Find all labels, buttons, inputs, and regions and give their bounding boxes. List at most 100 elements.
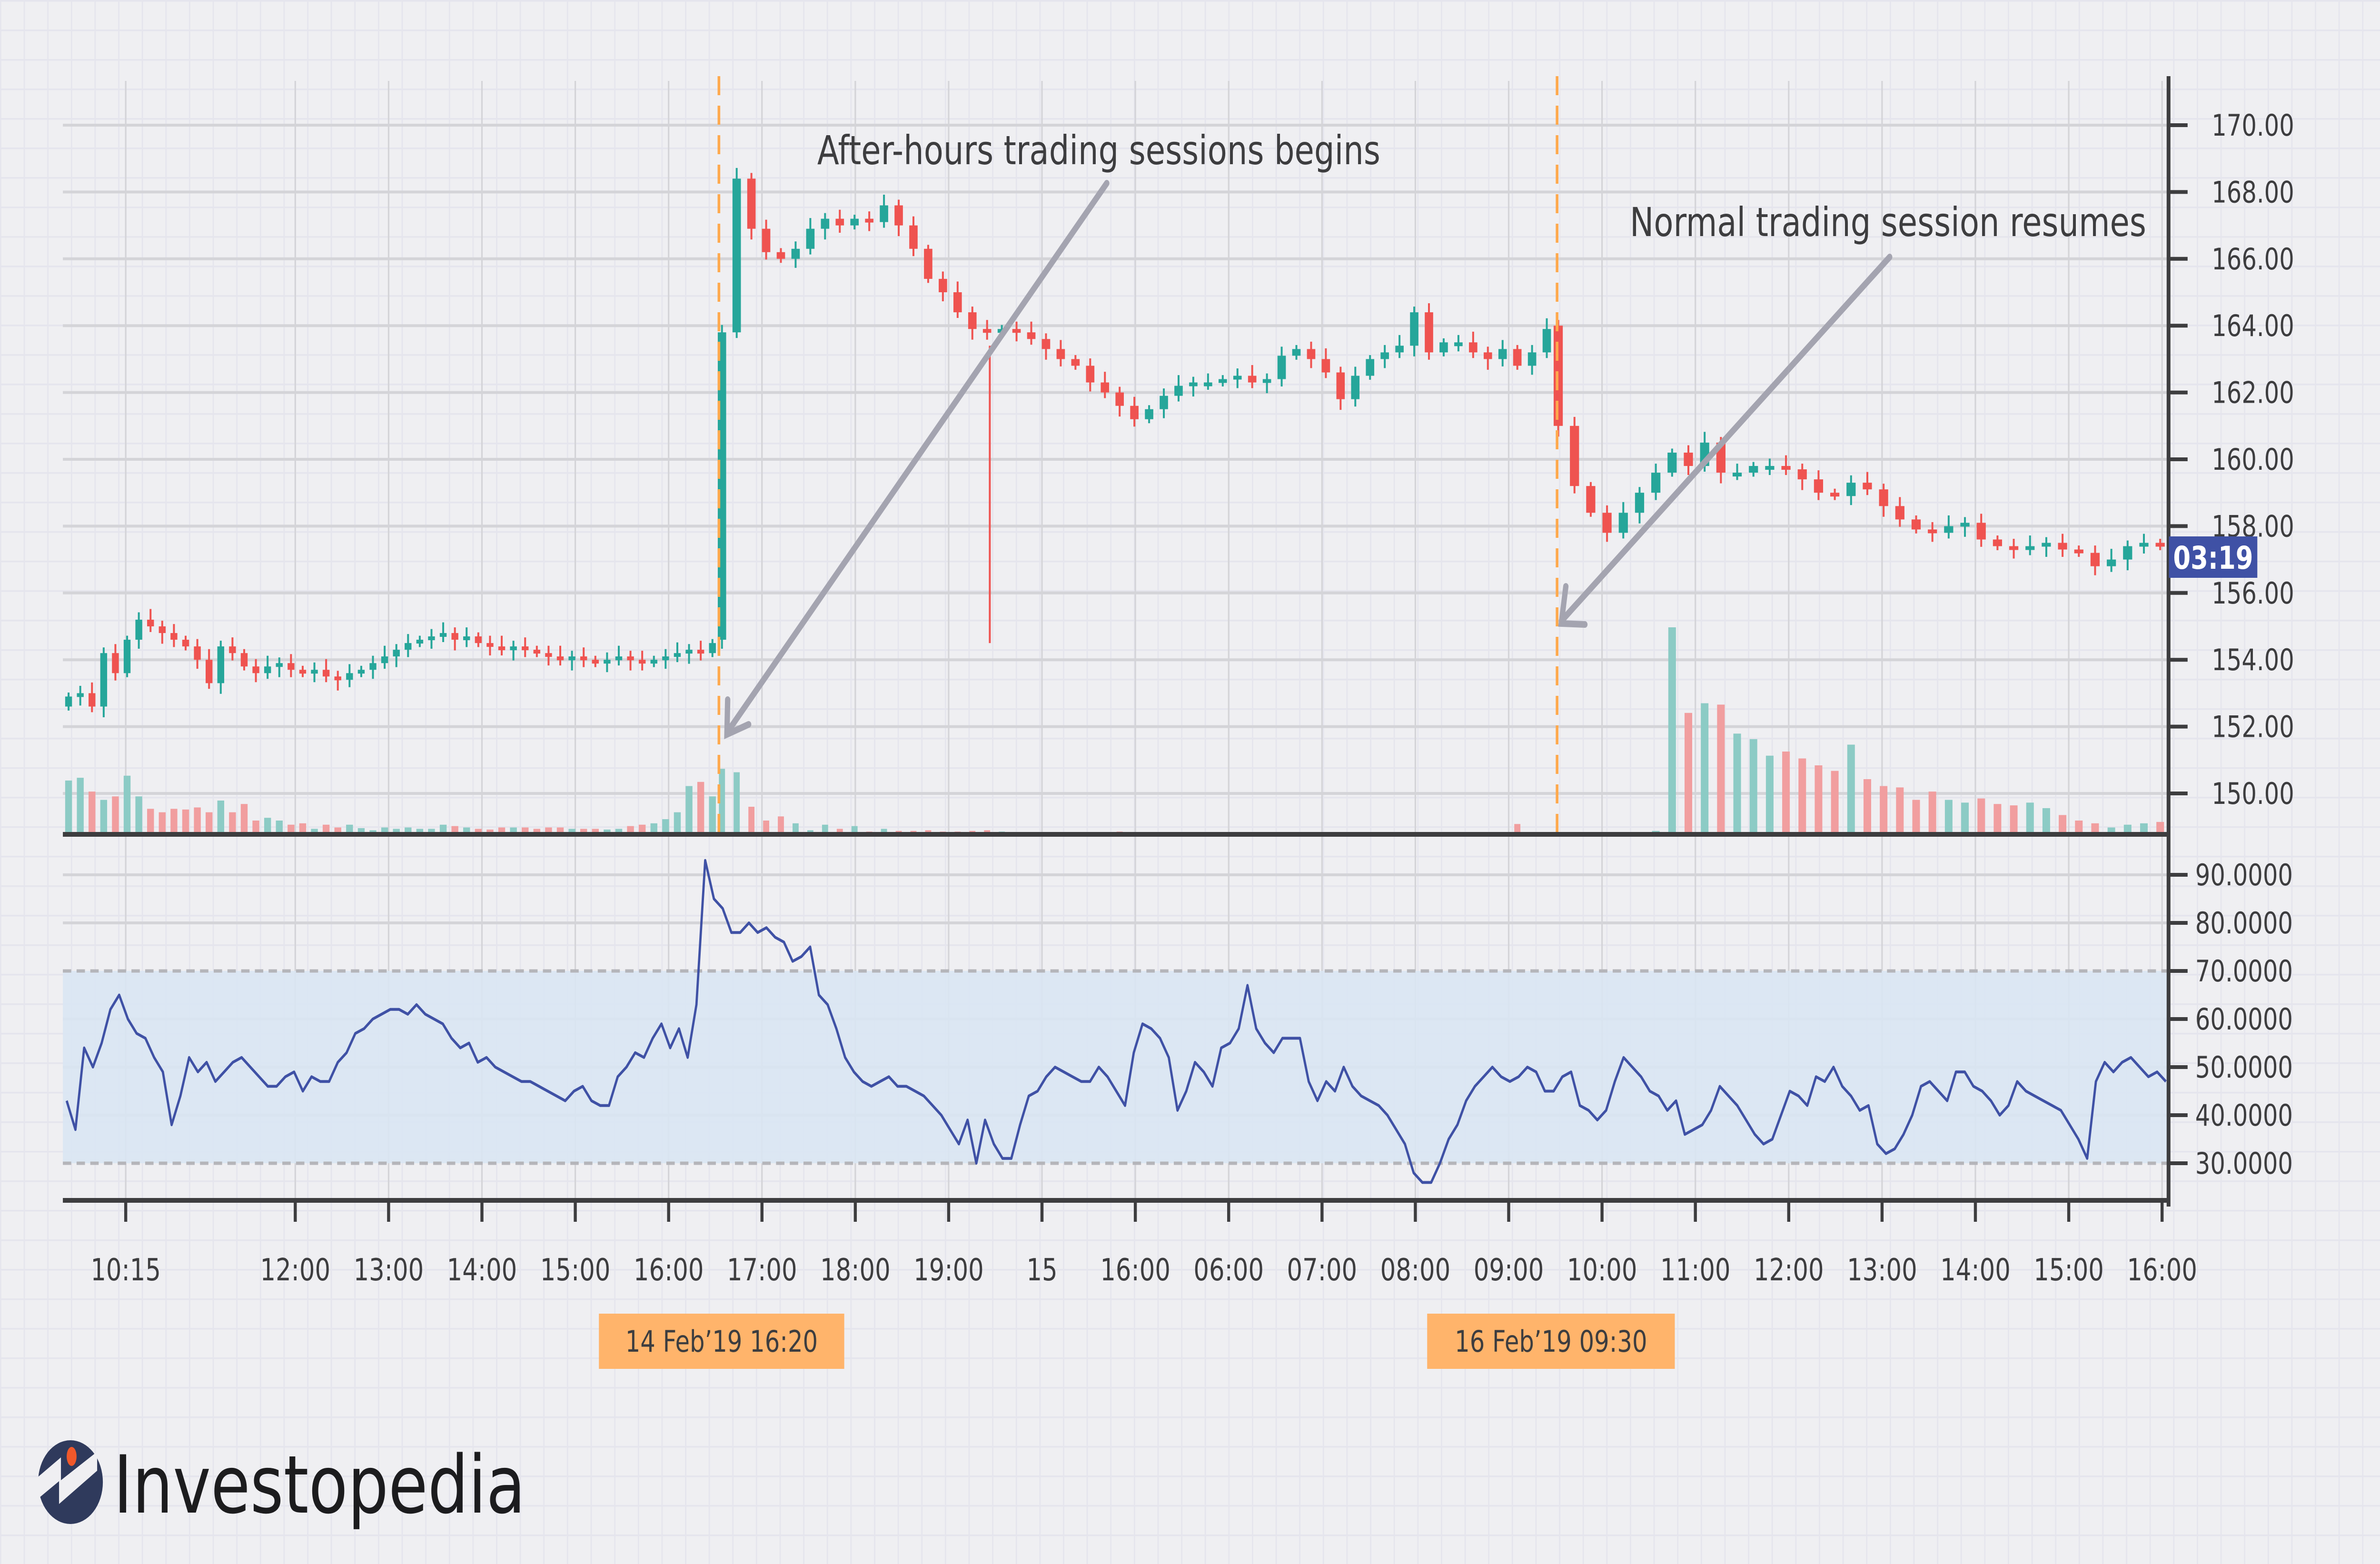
- up-candle: [1439, 342, 1448, 353]
- up-candle: [2025, 546, 2035, 550]
- up-candle: [463, 636, 470, 641]
- volume-bar: [288, 824, 295, 834]
- down-candle: [982, 329, 992, 333]
- volume-bar: [1961, 802, 1969, 834]
- volume-bar: [662, 819, 669, 834]
- volume-bar: [1765, 755, 1774, 834]
- volume-bar: [1863, 779, 1871, 834]
- down-candle: [556, 656, 564, 661]
- up-candle: [1189, 382, 1198, 386]
- down-candle: [1086, 366, 1095, 383]
- price-tick-label: 168.00: [2211, 176, 2294, 210]
- down-candle: [451, 633, 458, 640]
- axes: 170.00168.00166.00164.00162.00160.00158.…: [63, 76, 2294, 1287]
- price-tick-label: 154.00: [2211, 643, 2294, 678]
- volume-bar: [881, 829, 887, 834]
- up-candle: [1262, 379, 1271, 383]
- down-candle: [1307, 349, 1316, 359]
- up-candle: [369, 663, 377, 670]
- down-candle: [522, 646, 529, 651]
- volume-bar: [836, 829, 843, 834]
- up-candle: [439, 633, 447, 637]
- down-candle: [1976, 523, 1986, 540]
- volume-bar: [65, 780, 72, 834]
- time-tick-label: 11:00: [1660, 1252, 1731, 1287]
- volume-bar: [170, 809, 178, 834]
- session-markers: [717, 76, 1558, 834]
- normal-session-annotation: Normal trading session resumes: [1630, 199, 2146, 246]
- up-candle: [791, 248, 800, 259]
- up-candle: [568, 656, 575, 661]
- down-candle: [1797, 469, 1807, 480]
- volume-bar: [439, 824, 447, 834]
- time-tick-label: 08:00: [1380, 1252, 1451, 1287]
- down-candle: [229, 646, 236, 653]
- volume-bar: [1993, 804, 2002, 834]
- down-candle: [2090, 553, 2100, 566]
- rsi-tick-label: 90.0000: [2195, 859, 2293, 893]
- volume-bar: [763, 821, 769, 834]
- up-candle: [662, 656, 669, 661]
- volume-bar: [299, 823, 307, 834]
- up-candle: [381, 656, 388, 663]
- down-candle: [322, 670, 330, 677]
- volume-bar: [2075, 821, 2083, 834]
- up-candle: [1410, 312, 1418, 346]
- down-candle: [1586, 486, 1596, 513]
- down-candle: [1101, 382, 1110, 393]
- volume-bar: [719, 769, 725, 834]
- down-candle: [498, 646, 506, 651]
- volume-bars: [65, 627, 2164, 834]
- up-candle: [850, 218, 859, 226]
- volume-bar: [778, 816, 784, 834]
- price-tick-label: 150.00: [2211, 777, 2294, 812]
- up-candle: [650, 660, 657, 664]
- volume-bar: [1880, 786, 1888, 834]
- volume-bar: [264, 818, 271, 834]
- volume-bar: [322, 824, 330, 834]
- volume-bar: [604, 829, 611, 834]
- down-candle: [924, 248, 932, 279]
- volume-bar: [240, 804, 248, 834]
- volume-bar: [1733, 733, 1741, 834]
- volume-bar: [123, 775, 131, 834]
- up-candle: [100, 653, 108, 707]
- down-candle: [2155, 543, 2165, 547]
- down-candle: [2009, 546, 2019, 550]
- down-candle: [580, 656, 587, 661]
- price-tick-label: 166.00: [2211, 242, 2294, 277]
- price-tick-label: 152.00: [2211, 710, 2294, 744]
- down-candle: [252, 666, 259, 673]
- down-candle: [592, 660, 599, 664]
- volume-bar: [346, 824, 353, 834]
- up-candle: [1204, 382, 1212, 386]
- time-tick-label: 06:00: [1193, 1252, 1264, 1287]
- after-hours-arrow-icon: [724, 180, 1110, 740]
- investopedia-logo-icon: [27, 1440, 103, 1524]
- down-candle: [545, 653, 552, 657]
- volume-bar: [428, 829, 435, 834]
- volume-bar: [1798, 758, 1806, 834]
- time-tick-label: 15:00: [2033, 1252, 2104, 1287]
- up-candle: [1542, 329, 1551, 353]
- down-candle: [2058, 543, 2067, 550]
- down-candle: [1248, 376, 1257, 383]
- rsi-tick-label: 30.0000: [2195, 1147, 2293, 1181]
- down-candle: [776, 252, 785, 259]
- time-tick-label: 18:00: [820, 1252, 891, 1287]
- volume-bar: [486, 829, 494, 834]
- volume-bar: [638, 824, 646, 834]
- up-candle: [510, 646, 517, 651]
- volume-bar: [2140, 823, 2148, 834]
- volume-bar: [1977, 798, 1985, 834]
- volume-bar: [2042, 808, 2050, 834]
- down-candle: [147, 619, 154, 626]
- up-candle: [357, 670, 365, 674]
- time-tick-label: 15:00: [540, 1252, 611, 1287]
- down-candle: [1993, 539, 2002, 546]
- down-candle: [939, 278, 947, 292]
- volume-bar: [217, 800, 224, 834]
- volume-bar: [650, 823, 657, 834]
- time-tick-label: 19:00: [913, 1252, 984, 1287]
- volume-bar: [229, 812, 236, 834]
